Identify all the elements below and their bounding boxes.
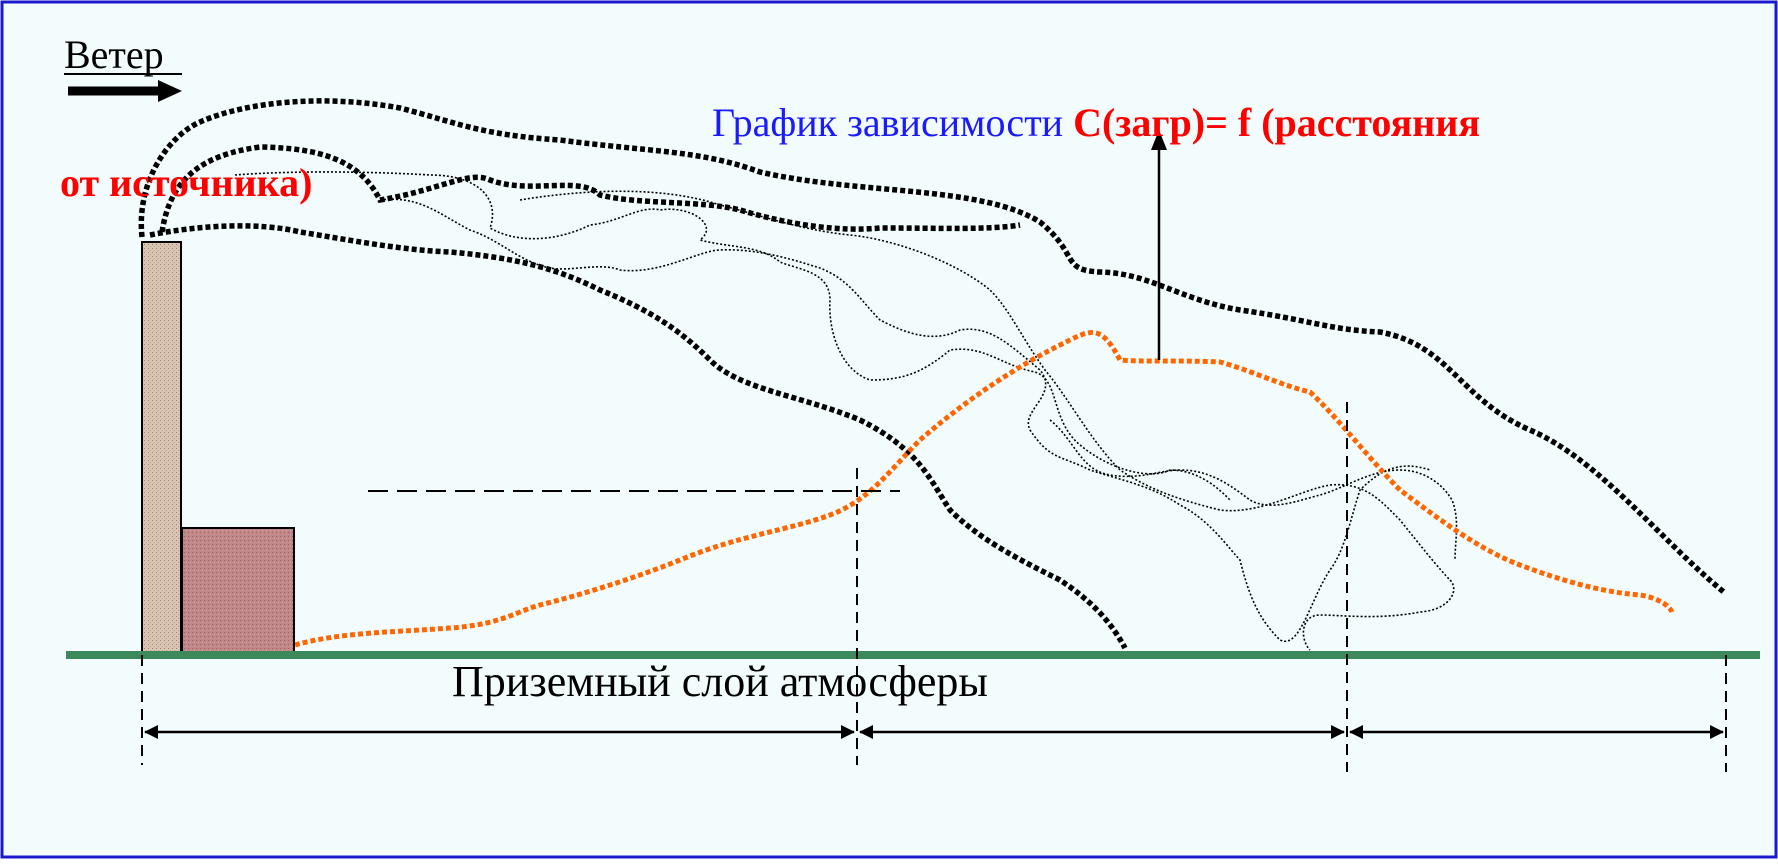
graph-pointer-arrow: [1151, 130, 1167, 360]
zone-dividers: [141, 402, 1727, 772]
plume-lower-boundary: [149, 223, 1128, 650]
ground-layer-label: Приземный слой атмосферы: [452, 657, 988, 706]
plume-upper-boundary: [138, 98, 1727, 596]
plume-eddies: [234, 171, 1458, 651]
chart-caption-red: C(загр)= f (расстояния: [1073, 100, 1480, 145]
eddy-line-1: [234, 171, 1231, 501]
eddy-line-2: [379, 198, 1431, 643]
wind-arrow: [68, 80, 182, 102]
plume-boundaries: [138, 98, 1727, 650]
chart-caption-line-2: от источника): [60, 160, 312, 205]
factory-building: [181, 527, 295, 653]
eddy-line-3: [519, 190, 1455, 651]
chart-caption-line-1: График зависимости C(загр)= f (расстояни…: [712, 100, 1480, 145]
concentration-curve: [294, 330, 1675, 648]
wind-label: Ветер: [64, 32, 164, 77]
plume-middle-boundary: [159, 144, 1021, 233]
chimney-stack: [141, 241, 182, 653]
chart-caption-blue: График зависимости: [712, 100, 1073, 145]
